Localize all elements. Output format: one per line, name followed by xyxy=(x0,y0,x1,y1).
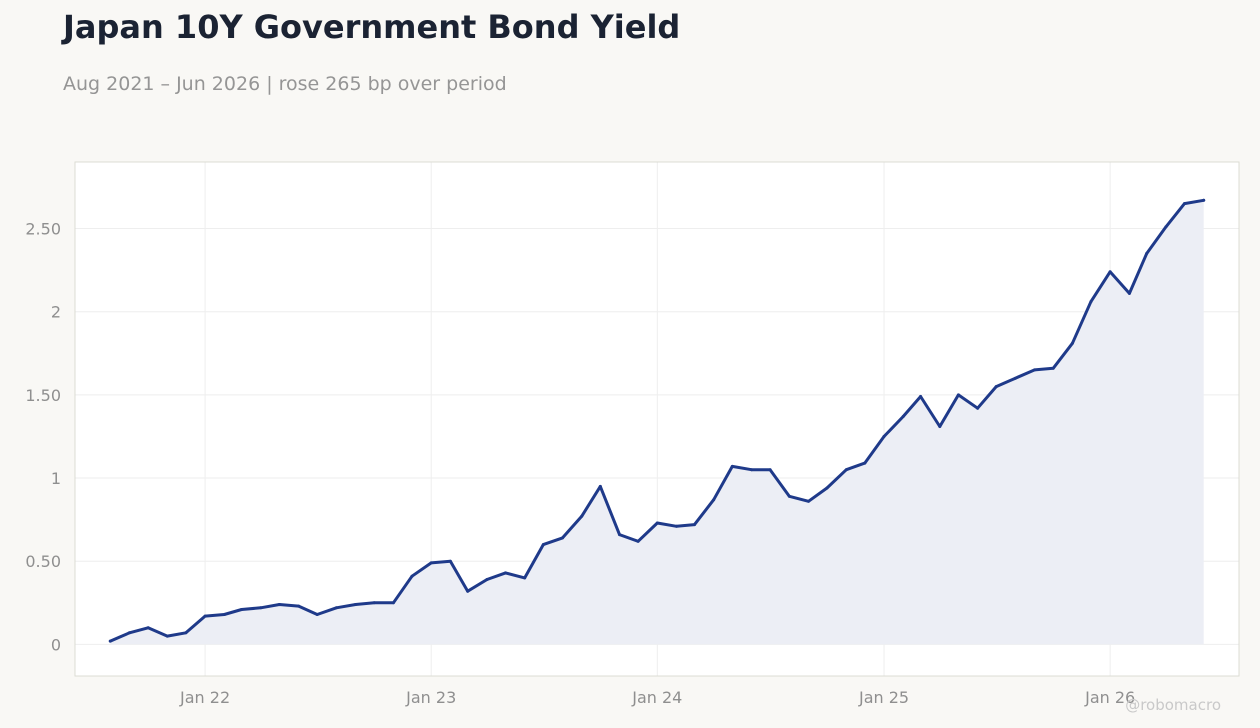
x-tick-label: Jan 26 xyxy=(1084,688,1135,707)
x-tick-label: Jan 24 xyxy=(631,688,682,707)
y-tick-label: 1.50 xyxy=(25,386,61,405)
y-tick-label: 0 xyxy=(51,635,61,654)
x-axis-labels: Jan 22 Jan 23 Jan 24 Jan 25 Jan 26 xyxy=(179,688,1135,707)
data-point xyxy=(1089,300,1093,304)
data-point xyxy=(1051,366,1055,370)
data-point xyxy=(146,626,150,630)
data-point xyxy=(1183,202,1186,206)
data-point xyxy=(618,533,621,537)
data-point xyxy=(1145,252,1149,255)
data-point xyxy=(693,523,696,527)
data-point xyxy=(1108,270,1112,274)
data-point xyxy=(675,524,678,528)
data-point xyxy=(504,571,507,575)
data-point xyxy=(240,608,244,611)
data-point xyxy=(919,395,923,398)
data-point xyxy=(485,578,489,581)
data-point xyxy=(598,484,602,488)
data-point xyxy=(787,494,791,498)
data-point xyxy=(448,559,452,563)
data-point xyxy=(372,601,376,605)
data-point xyxy=(541,543,545,547)
data-point xyxy=(1127,291,1131,295)
data-point xyxy=(128,631,131,635)
data-point xyxy=(315,613,319,616)
plot-frame xyxy=(74,161,1240,677)
x-tick-label: Jan 22 xyxy=(179,688,230,707)
data-point xyxy=(994,385,998,389)
data-point xyxy=(882,435,886,438)
data-point xyxy=(391,601,395,605)
data-point xyxy=(466,589,470,593)
y-tick-label: 2 xyxy=(51,303,61,322)
data-points xyxy=(108,198,1206,643)
data-point xyxy=(523,576,527,580)
data-point xyxy=(768,468,772,472)
data-point xyxy=(297,604,301,608)
data-point xyxy=(825,486,829,490)
chart-subtitle: Aug 2021 – Jun 2026 | rose 265 bp over p… xyxy=(63,73,507,95)
data-point xyxy=(938,425,942,428)
area-fill xyxy=(110,200,1204,645)
x-tick-label: Jan 23 xyxy=(405,688,456,707)
data-point xyxy=(561,536,564,540)
data-point xyxy=(730,464,734,468)
data-point xyxy=(259,606,263,610)
data-point xyxy=(901,415,905,418)
data-point xyxy=(636,539,640,543)
data-point xyxy=(277,603,281,606)
data-point xyxy=(165,634,169,638)
y-tick-label: 2.50 xyxy=(25,220,61,239)
data-point xyxy=(410,574,414,578)
data-point xyxy=(1013,376,1017,380)
data-point xyxy=(807,499,810,503)
data-point xyxy=(844,468,848,472)
data-point xyxy=(203,614,207,618)
data-point xyxy=(655,521,659,525)
data-point xyxy=(1164,225,1168,229)
data-point xyxy=(184,631,188,635)
data-point xyxy=(1202,198,1206,202)
data-point xyxy=(1070,341,1074,345)
x-tick-label: Jan 25 xyxy=(858,688,909,707)
data-point xyxy=(750,468,753,472)
chart-title: Japan 10Y Government Bond Yield xyxy=(63,8,681,46)
data-point xyxy=(712,498,716,502)
data-point xyxy=(354,603,358,606)
data-point xyxy=(956,393,960,397)
data-point xyxy=(334,606,338,610)
data-point xyxy=(976,406,980,410)
data-point xyxy=(222,613,226,616)
data-point xyxy=(108,639,112,643)
data-point xyxy=(429,561,433,565)
data-point xyxy=(580,514,584,518)
data-point xyxy=(1033,368,1037,372)
y-tick-label: 0.50 xyxy=(25,552,61,571)
watermark: @robomacro xyxy=(1125,696,1221,714)
y-tick-label: 1 xyxy=(51,469,61,488)
data-point xyxy=(863,461,867,465)
y-axis-labels: 0 0.50 1 1.50 2 2.50 xyxy=(25,220,61,655)
